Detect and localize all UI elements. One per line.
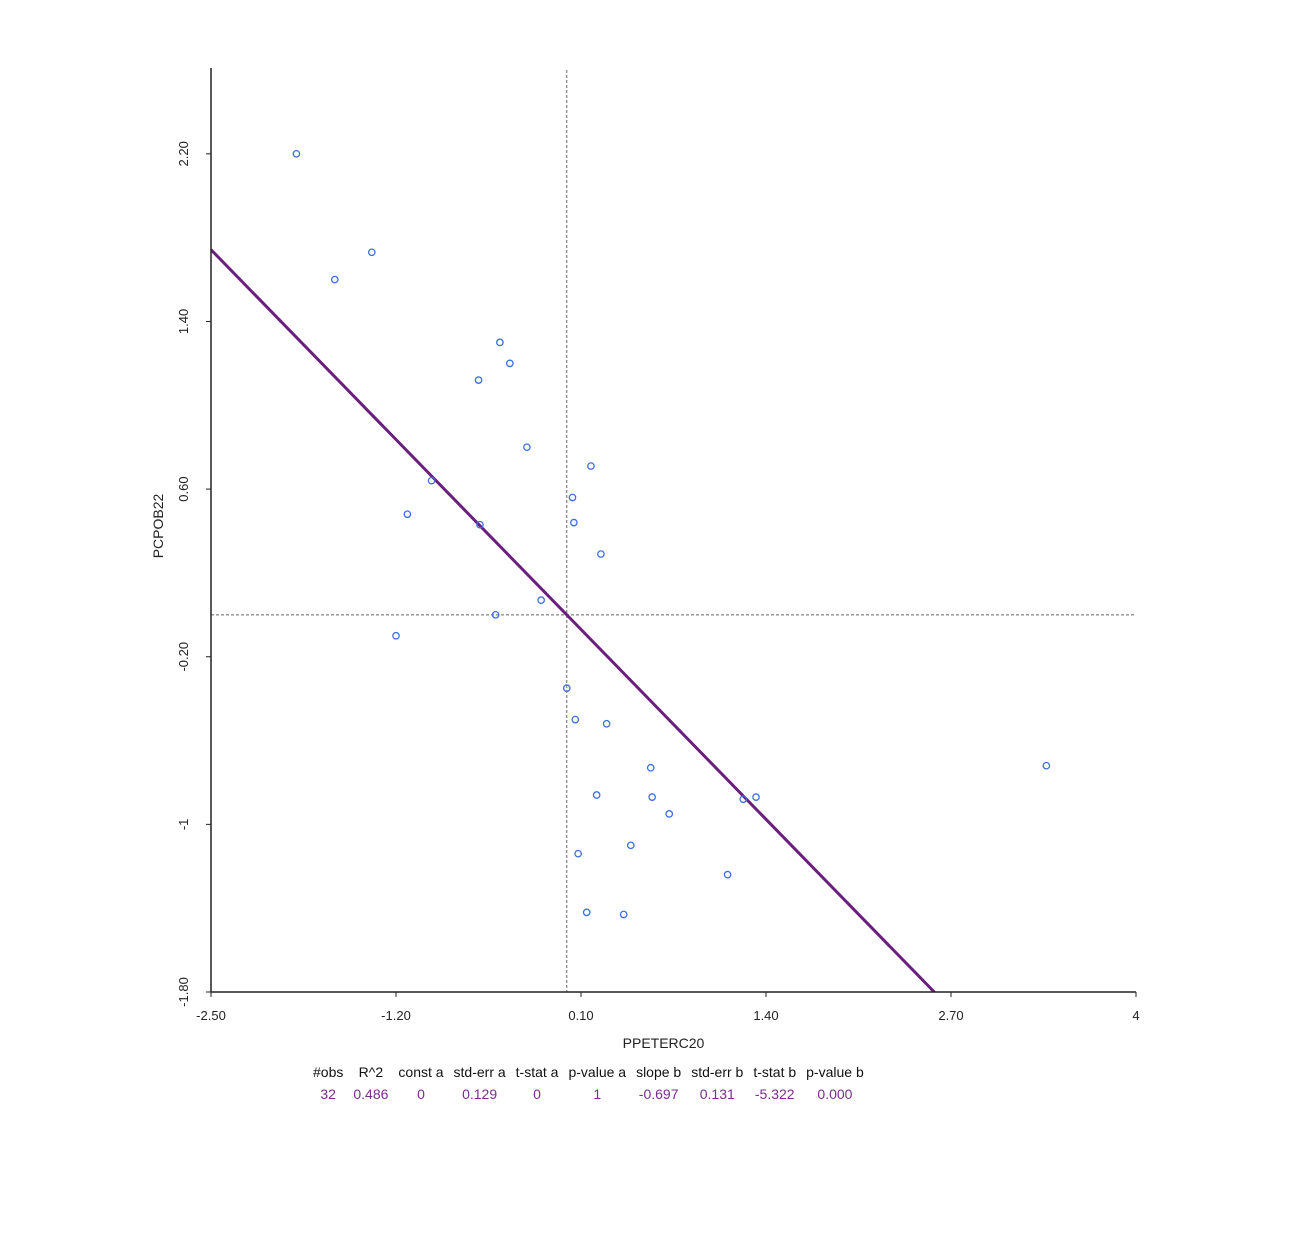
stats-header-row: #obs R^2 const a std-err a t-stat a p-value a…: [308, 1064, 869, 1080]
data-point: [723, 870, 732, 879]
y-tick-label: 1.40: [176, 309, 191, 334]
data-point: [646, 763, 655, 772]
stats-header-cell: p-value a: [568, 1064, 627, 1080]
x-tick-label: 0.10: [568, 1008, 593, 1023]
stats-value-cell: 0.129: [462, 1086, 498, 1102]
stats-header-cell: R^2: [358, 1064, 384, 1080]
stats-header-cell: slope b: [636, 1064, 682, 1080]
data-point: [491, 610, 500, 619]
y-tick-label: -1: [176, 819, 191, 831]
data-point: [292, 149, 301, 158]
stats-header-cell: std-err a: [453, 1064, 506, 1080]
data-point: [571, 715, 580, 724]
data-point: [330, 275, 339, 284]
stats-header-cell: p-value b: [806, 1064, 864, 1080]
stats-value-cell: 0: [533, 1086, 541, 1102]
data-point: [392, 631, 400, 640]
stats-value-cell: 0.486: [353, 1086, 389, 1102]
stats-value-cell: -0.697: [638, 1086, 679, 1102]
data-point: [568, 493, 577, 502]
data-point: [739, 795, 748, 804]
stats-value-cell: 0.131: [699, 1086, 735, 1102]
stats-header-cell: std-err b: [691, 1064, 744, 1080]
x-tick-label: -2.50: [196, 1008, 226, 1023]
data-point: [562, 684, 571, 693]
x-tick-label: 4: [1132, 1008, 1139, 1023]
data-point: [474, 376, 483, 384]
data-point: [1042, 761, 1051, 770]
data-point: [648, 793, 657, 801]
data-point: [570, 518, 578, 527]
data-point: [582, 908, 591, 917]
stats-value-cell: 0.000: [817, 1086, 853, 1102]
data-point: [592, 791, 601, 799]
data-point: [496, 338, 504, 347]
regression-stats-table: #obs R^2 const a std-err a t-stat a p-value a…: [308, 1064, 869, 1102]
data-point: [619, 910, 628, 919]
data-point: [626, 841, 635, 850]
stats-header-cell: t-stat a: [515, 1064, 559, 1080]
stats-value-cell: -5.322: [754, 1086, 795, 1102]
x-axis-title: PPETERC20: [623, 1035, 705, 1051]
stats-header-cell: t-stat b: [753, 1064, 797, 1080]
data-point: [665, 810, 674, 818]
stats-value-row: 32 0.486 0 0.129 0 1 -0.697 0.131 -5.322 0.000: [308, 1080, 869, 1102]
y-tick-label: -0.20: [176, 642, 191, 672]
data-point: [574, 849, 583, 858]
x-tick-label: 1.40: [753, 1008, 778, 1023]
stats-value-cell: 1: [593, 1086, 602, 1102]
data-point: [752, 793, 760, 801]
data-point: [505, 359, 514, 368]
stats-value-cell: 0: [417, 1086, 425, 1102]
stats-value-cell: 32: [320, 1086, 336, 1102]
data-point: [367, 248, 376, 257]
data-point: [523, 443, 531, 452]
stats-header-cell: #obs: [313, 1064, 344, 1080]
y-tick-label: 0.60: [176, 476, 191, 501]
y-tick-label: -1.80: [176, 977, 191, 1007]
scatter-chart: -2.50 -1.20 0.10 1.40 2.70 4 -1.80 -1 -0.20 0.60 1…: [150, 68, 1140, 1051]
regression-line: [211, 248, 937, 992]
data-point: [602, 719, 611, 728]
y-axis-title: PCPOB22: [150, 493, 166, 558]
data-point: [403, 510, 412, 519]
data-point: [587, 462, 595, 470]
stats-header-cell: const a: [398, 1064, 444, 1080]
x-tick-label: -1.20: [381, 1008, 411, 1023]
x-tick-label: 2.70: [938, 1008, 963, 1023]
data-point: [476, 520, 484, 529]
data-point: [537, 596, 546, 605]
data-point: [597, 550, 605, 558]
y-tick-label: 2.20: [176, 141, 191, 166]
data-point: [427, 476, 436, 485]
